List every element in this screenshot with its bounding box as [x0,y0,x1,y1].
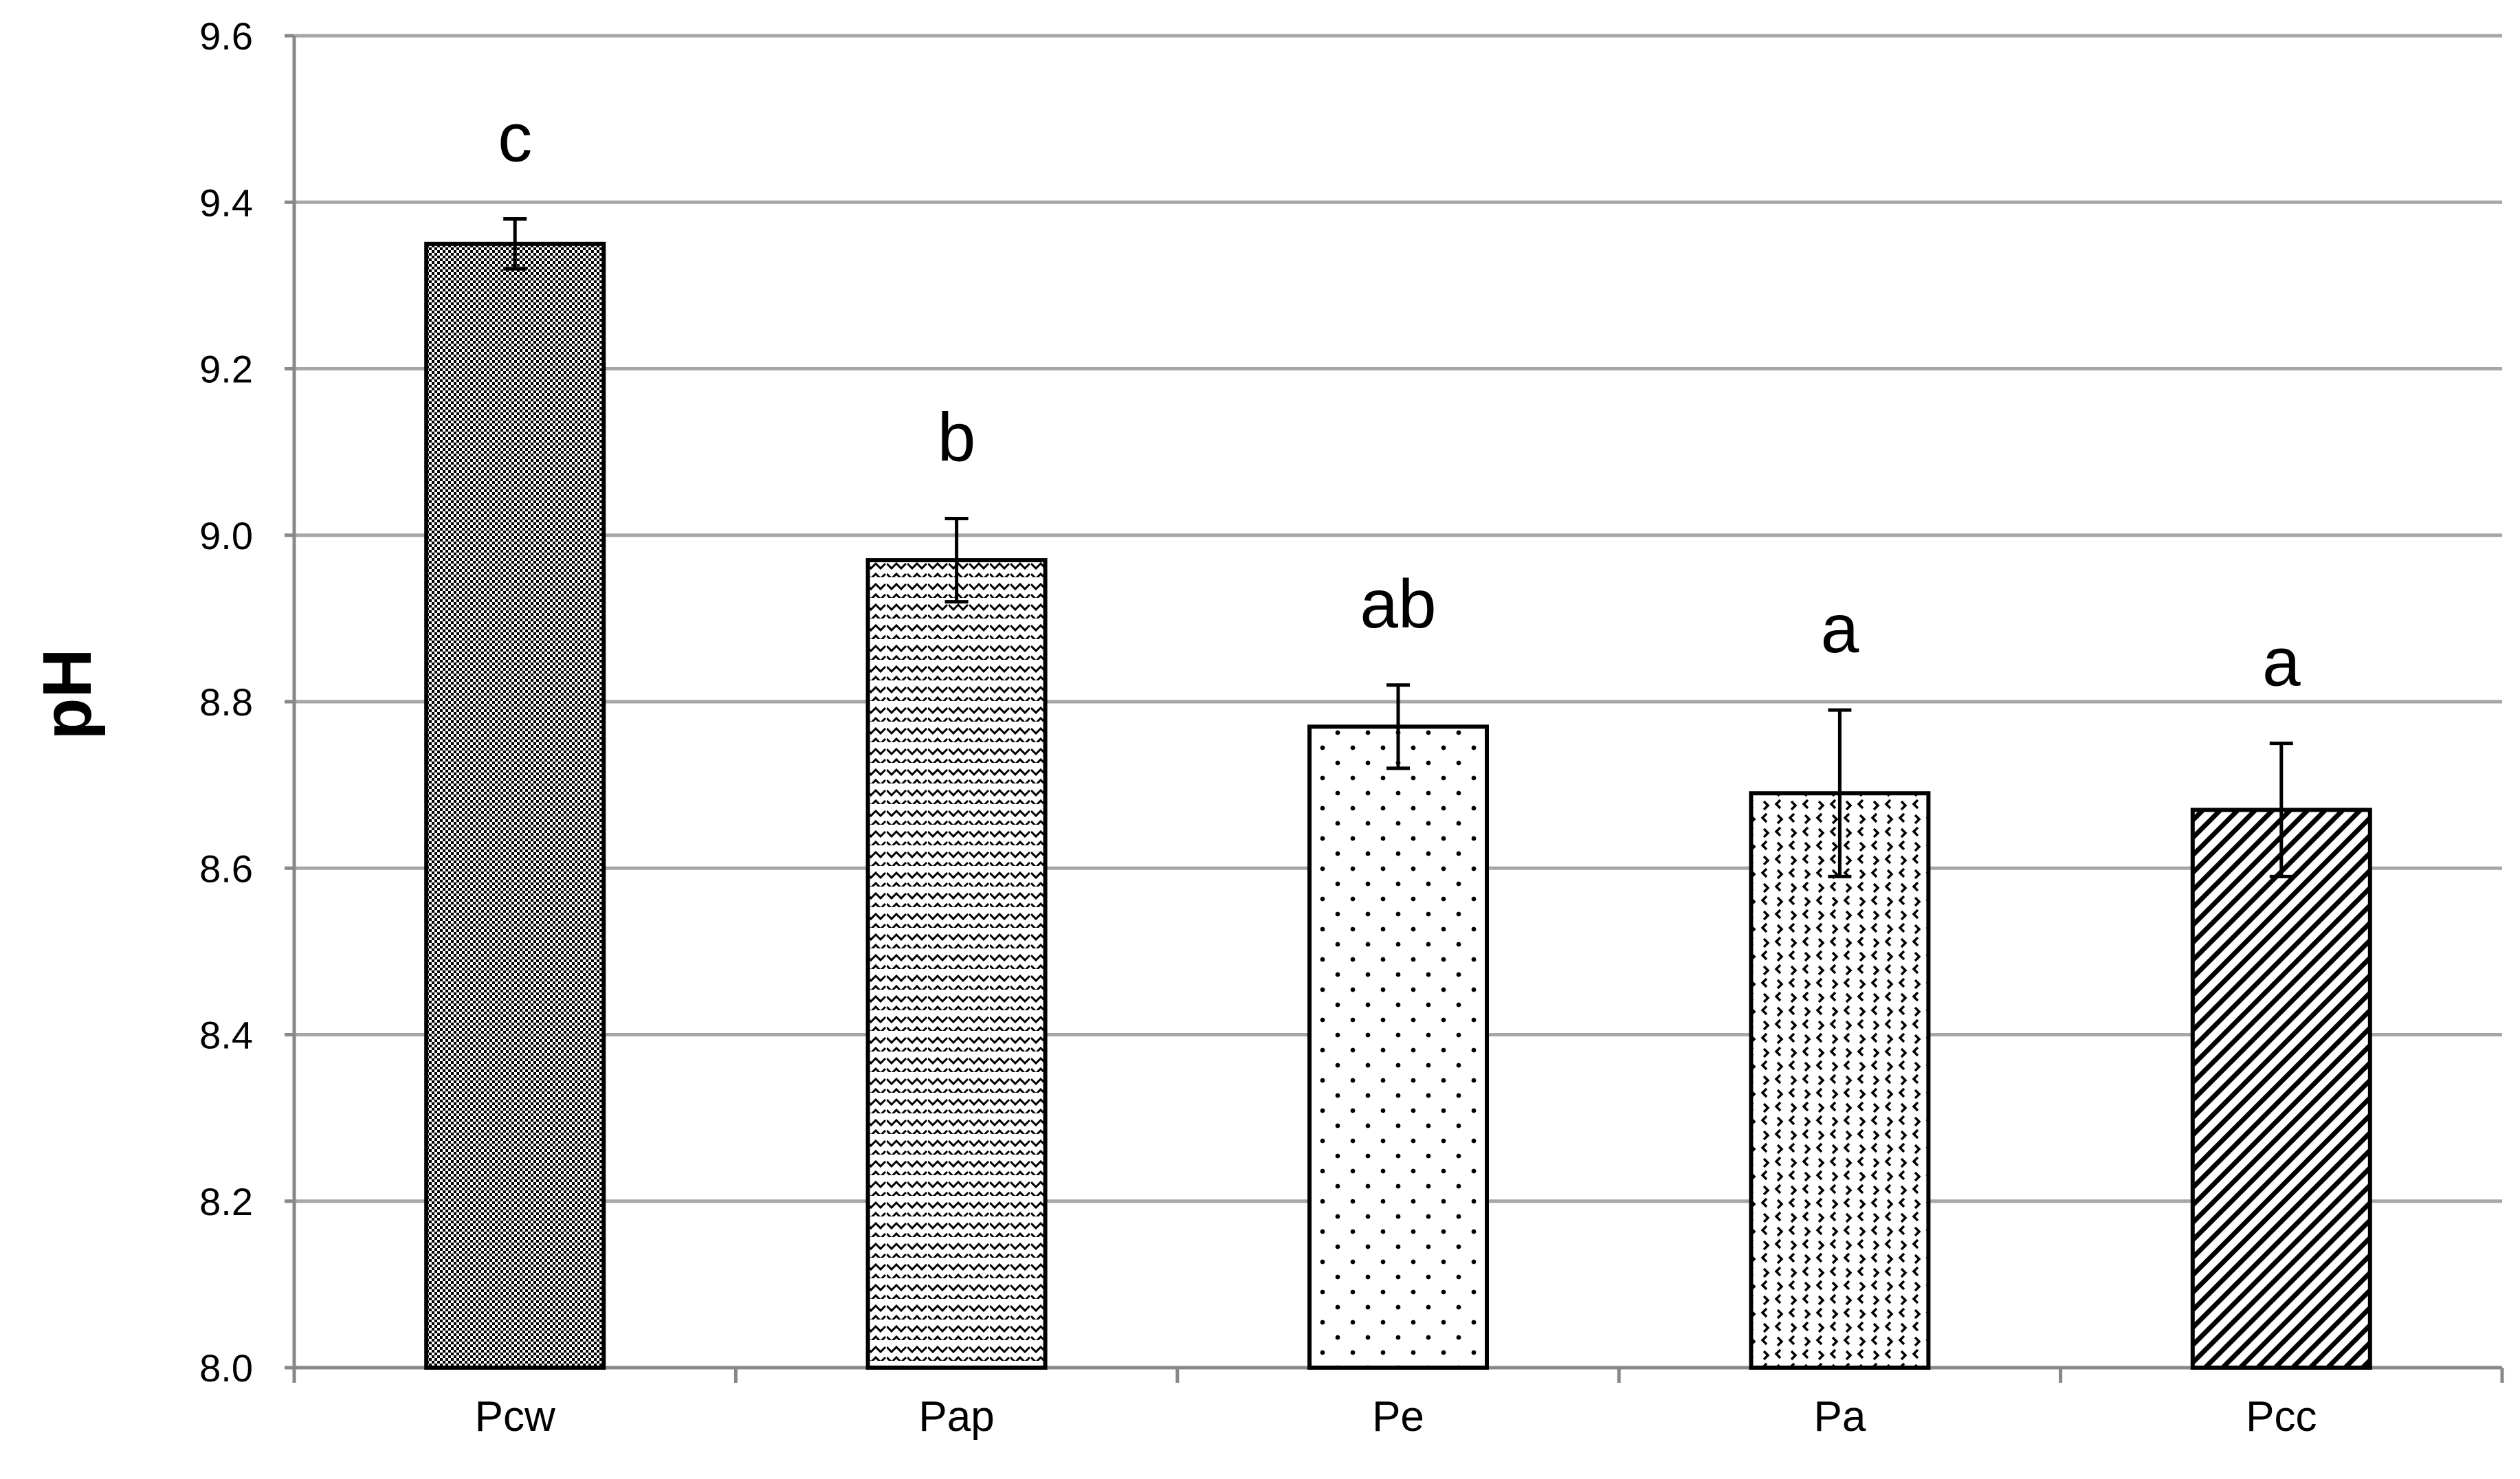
error-bars [503,216,2293,878]
x-tick-label: Pap [918,1393,994,1441]
error-bar-pap [944,517,969,604]
significance-letter: b [938,399,976,476]
error-bar-pcc [2269,742,2293,878]
y-tick-label: 8.4 [199,1014,253,1057]
error-bar-pe [1386,683,1410,770]
labels: 8.0 8.2 8.4 8.6 8.8 9.0 9.2 9.4 9.6 c Pcw b Pap ab Pe a… [199,14,2317,1441]
bar-pcc [2190,808,2372,1370]
y-tick-label: 8.0 [199,1346,253,1390]
y-tick-label: 9.6 [199,14,253,58]
significance-letter: ab [1360,566,1436,643]
bar-pe [1307,724,1489,1370]
error-bar-pa [1828,708,1852,878]
y-tick-label: 9.4 [199,181,253,224]
bars [424,241,2372,1370]
x-tick-label: Pa [1813,1393,1866,1441]
x-tick-label: Pcw [475,1393,555,1441]
bar-pcw [424,241,606,1370]
x-tick-label: Pe [1372,1393,1424,1441]
significance-letter: c [498,99,532,176]
y-tick-label: 8.6 [199,847,253,890]
bar-pa [1749,791,1931,1370]
significance-letter: a [1821,590,1859,667]
y-tick-label: 9.0 [199,514,253,557]
y-tick-label: 9.2 [199,348,253,391]
y-tick-label: 8.2 [199,1180,253,1223]
y-axis-label: pH [29,648,106,740]
x-tick-label: Pcc [2246,1393,2317,1441]
significance-letter: a [2262,624,2301,701]
bar-pap [865,558,1048,1370]
error-bar-pcw [503,216,527,271]
y-tick-label: 8.8 [199,680,253,724]
